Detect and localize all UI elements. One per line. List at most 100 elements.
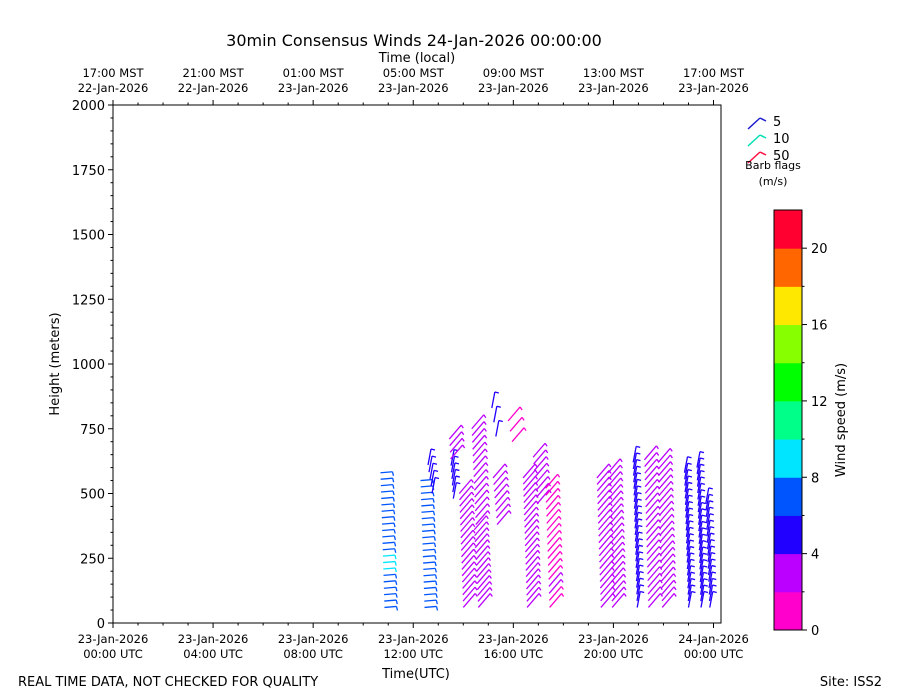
wind-barb: [384, 599, 397, 602]
wind-barb: [599, 554, 613, 570]
wind-barb: [475, 539, 489, 555]
wind-barb-flag: [708, 487, 713, 490]
wind-barb: [659, 520, 673, 536]
wind-barb-flag: [486, 539, 491, 544]
colorbar-swatch: [774, 400, 802, 440]
top-tick-label: 01:00 MST: [283, 66, 345, 80]
wind-barb-flag: [537, 556, 541, 560]
wind-barb: [462, 580, 476, 596]
wind-barb: [658, 494, 672, 509]
wind-barb: [608, 471, 622, 487]
wind-barb-flag: [671, 513, 675, 518]
wind-barb: [611, 586, 625, 602]
wind-barb: [706, 526, 711, 543]
wind-barb-flag: [536, 537, 540, 542]
wind-barb-flag: [690, 552, 695, 555]
wind-barb: [687, 572, 692, 589]
top-tick-label: 22-Jan-2026: [178, 81, 249, 95]
wind-barb: [547, 536, 561, 552]
wind-barb-flag: [558, 530, 563, 534]
wind-barb-flag: [483, 414, 487, 419]
wind-barb: [474, 489, 488, 505]
wind-barb-flag: [671, 500, 675, 505]
wind-barb-flag: [557, 480, 561, 485]
wind-barb-flag: [710, 532, 715, 535]
wind-barb: [684, 495, 690, 512]
wind-barb: [687, 584, 692, 602]
wind-barb: [476, 575, 490, 590]
wind-barb-flag: [639, 564, 644, 567]
wind-barb: [381, 522, 395, 525]
wind-barb-flag: [608, 463, 612, 468]
wind-barb: [474, 527, 488, 543]
wind-barb: [549, 593, 563, 608]
wind-barb: [382, 535, 395, 538]
wind-barb: [548, 579, 562, 594]
wind-barb: [599, 547, 612, 563]
wind-barb-flag: [657, 512, 661, 517]
wind-barb-flag: [636, 478, 642, 482]
wind-profile: [458, 479, 478, 608]
wind-barb: [706, 520, 711, 537]
wind-barb-flag: [559, 537, 563, 541]
wind-barb-flag: [621, 516, 625, 520]
wind-barb: [705, 494, 710, 511]
colorbar-swatch: [774, 439, 802, 478]
wind-barb: [699, 572, 705, 589]
wind-barb-flag: [619, 458, 623, 463]
wind-barb: [546, 522, 560, 538]
wind-barb: [522, 475, 536, 491]
wind-barb: [646, 525, 660, 541]
wind-barb-flag: [639, 557, 644, 561]
wind-barb-flag: [485, 462, 489, 467]
x-tick-label: 23-Jan-2026: [78, 632, 149, 646]
wind-barb: [708, 571, 713, 589]
wind-barb: [698, 540, 704, 557]
wind-barb-flag: [670, 481, 674, 485]
wind-barb: [597, 482, 610, 498]
wind-barb-flag: [622, 548, 626, 552]
top-tick-label: 23-Jan-2026: [678, 81, 749, 95]
wind-barb: [424, 593, 437, 596]
wind-profile: [705, 487, 717, 608]
wind-barb: [546, 508, 560, 524]
wind-barb: [524, 512, 538, 528]
wind-barb: [611, 573, 625, 589]
wind-barb: [471, 428, 485, 443]
wind-barb: [384, 605, 397, 609]
wind-barb: [424, 605, 437, 609]
wind-barb-flag: [537, 549, 541, 554]
wind-profile: [657, 447, 677, 608]
wind-barb: [472, 434, 486, 450]
wind-barb: [423, 567, 436, 571]
site-label: Site: ISS2: [820, 675, 882, 690]
wind-barb-flag: [639, 577, 644, 580]
wind-barb: [382, 548, 395, 551]
wind-barb: [597, 508, 611, 524]
wind-barb: [423, 586, 436, 590]
wind-profile: [545, 473, 565, 608]
wind-barb-flag: [505, 476, 509, 481]
wind-barb: [526, 586, 540, 602]
wind-barb: [636, 591, 641, 608]
wind-barb: [475, 551, 489, 567]
wind-barb: [634, 525, 640, 542]
wind-barb-flag: [537, 568, 541, 573]
wind-barb: [709, 591, 714, 608]
wind-barb: [422, 536, 435, 539]
colorbar-swatch: [774, 591, 802, 631]
wind-barb-flag: [639, 584, 645, 587]
wind-barb-flag: [623, 580, 627, 584]
wind-barb-flag: [558, 523, 562, 527]
wind-barb: [646, 539, 660, 555]
wind-barb-flag: [699, 450, 705, 454]
wind-barb: [658, 480, 672, 496]
wind-barb-flag: [435, 593, 438, 598]
wind-barb-flag: [472, 542, 477, 547]
wind-barb: [609, 528, 623, 544]
wind-barb: [687, 578, 692, 595]
wind-barb: [534, 462, 548, 478]
wind-barb-flag: [710, 545, 716, 548]
wind-barb-flag: [471, 491, 475, 496]
wind-barb: [384, 592, 397, 596]
